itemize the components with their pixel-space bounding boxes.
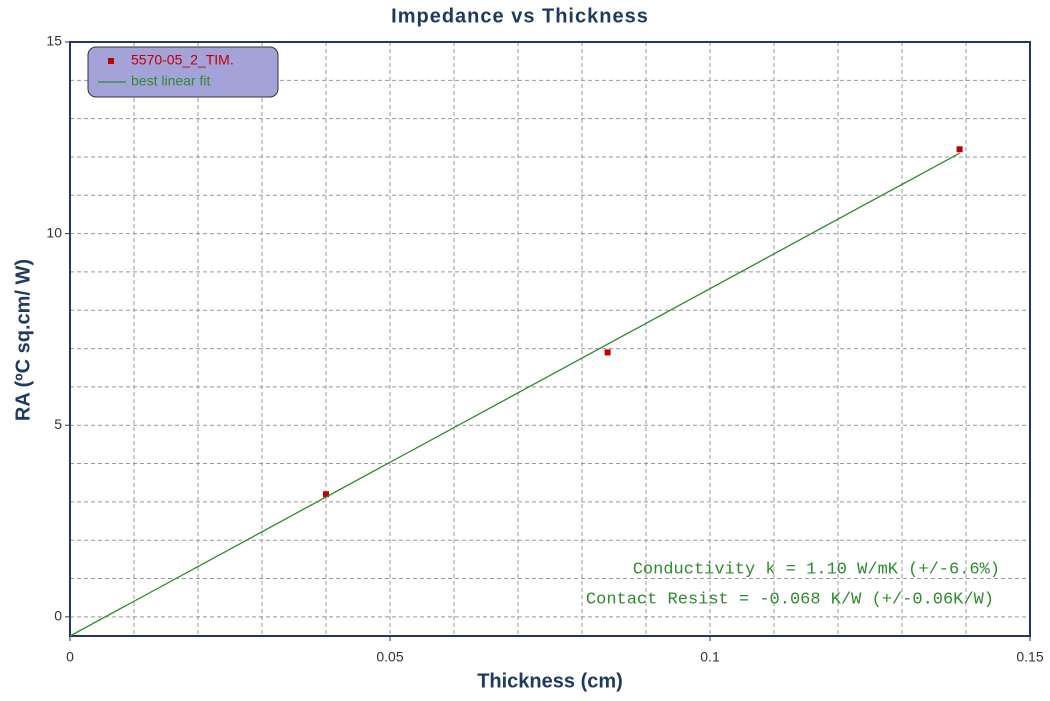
legend-marker bbox=[108, 58, 114, 64]
x-tick-label: 0.05 bbox=[376, 649, 403, 665]
y-axis-label: RA (ºC sq.cm/ W) bbox=[12, 259, 34, 421]
x-tick-label: 0.15 bbox=[1016, 649, 1043, 665]
x-tick-label: 0 bbox=[66, 649, 74, 665]
data-point bbox=[956, 146, 963, 153]
x-axis-label: Thickness (cm) bbox=[477, 670, 623, 692]
y-tick-label: 0 bbox=[54, 608, 62, 624]
y-tick-label: 5 bbox=[54, 416, 62, 432]
fit-line bbox=[69, 152, 960, 637]
y-tick-label: 10 bbox=[46, 224, 62, 240]
chart-title: Impedance vs Thickness bbox=[391, 5, 649, 27]
legend-box bbox=[87, 46, 279, 98]
x-tick-label: 0.1 bbox=[700, 649, 720, 665]
annotation: Conductivity k = 1.10 W/mK (+/-6.6%) bbox=[633, 560, 1000, 579]
annotation: Contact Resist = -0.068 K/W (+/-0.06K/W) bbox=[586, 590, 994, 609]
legend: 5570-05_2_TIM.best linear fit bbox=[87, 46, 279, 98]
plot-frame bbox=[69, 41, 1031, 637]
y-tick-label: 15 bbox=[46, 33, 62, 49]
legend-label: best linear fit bbox=[131, 73, 210, 89]
legend-label: 5570-05_2_TIM. bbox=[131, 52, 234, 68]
data-point bbox=[604, 349, 611, 356]
data-point bbox=[323, 491, 329, 498]
